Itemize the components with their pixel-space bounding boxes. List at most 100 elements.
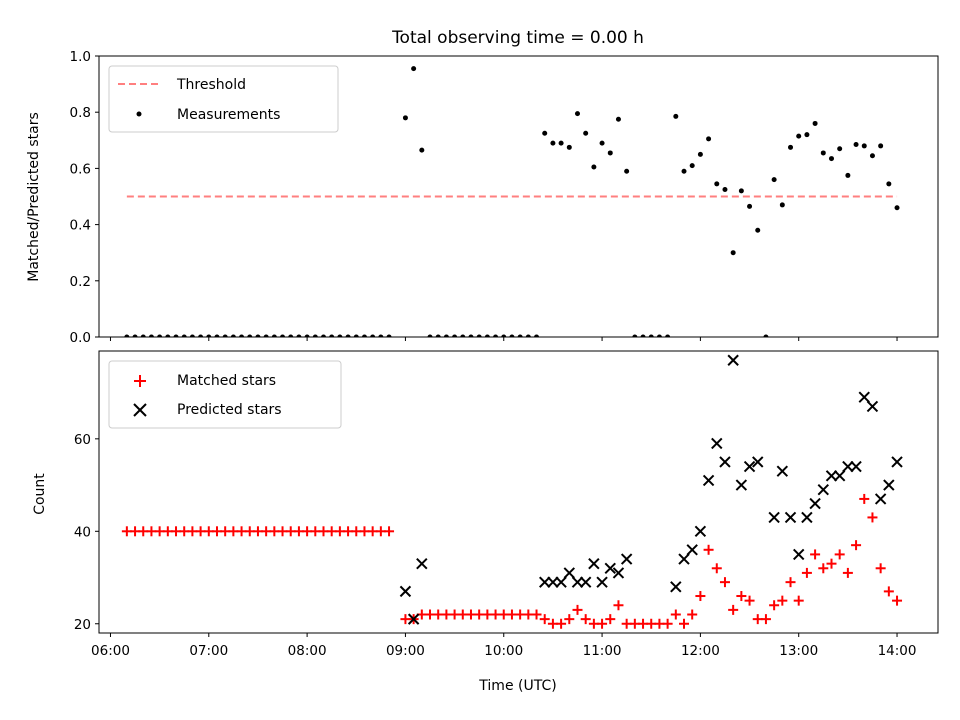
measurement-point: [206, 334, 212, 337]
matched-point: [859, 493, 870, 504]
measurement-point: [869, 153, 875, 159]
measurement-point: [280, 334, 286, 337]
y-tick-label: 40: [74, 524, 91, 540]
measurement-point: [632, 334, 638, 337]
measurement-point: [853, 142, 859, 148]
measurement-point: [558, 140, 564, 146]
data-marks: [124, 66, 900, 337]
predicted-point: [702, 474, 715, 487]
measurement-point: [493, 334, 499, 337]
predicted-point: [719, 456, 731, 468]
predicted-point-b: [817, 483, 830, 496]
matched-point: [670, 609, 681, 620]
matched-point: [826, 558, 837, 569]
x-tick-label: 10:00: [484, 643, 523, 659]
predicted-point: [752, 456, 764, 468]
predicted-point-b: [702, 474, 715, 487]
predicted-point: [850, 460, 862, 473]
predicted-point: [612, 567, 625, 579]
predicted-point-b: [620, 553, 633, 565]
measurement-point: [460, 334, 466, 337]
measurement-point: [779, 202, 785, 208]
predicted-point-b: [670, 581, 682, 593]
measurements-legend-label: Measurements: [177, 107, 280, 123]
predicted-point-b: [735, 479, 748, 491]
measurement-point: [304, 334, 310, 337]
predicted-point: [711, 437, 723, 450]
predicted-point-b: [416, 557, 428, 570]
predicted-point-b: [547, 576, 559, 588]
measurement-point: [706, 136, 712, 142]
measurement-point: [730, 250, 736, 256]
measurement-point: [288, 334, 294, 337]
predicted-point: [842, 460, 854, 473]
predicted-point-b: [604, 562, 616, 574]
measurement-point: [812, 120, 818, 126]
matched-point: [842, 567, 853, 578]
measurement-point: [255, 334, 261, 337]
predicted-point-b: [588, 557, 600, 570]
y-tick-label: 1.0: [70, 49, 91, 65]
matched-point: [769, 600, 780, 611]
matched-point: [892, 595, 903, 606]
predicted-point: [776, 465, 789, 477]
matched-point: [883, 586, 894, 597]
predicted-point: [801, 511, 813, 524]
matched-point: [777, 595, 788, 606]
measurement-point: [452, 334, 458, 337]
measurement-point: [370, 334, 376, 337]
matched-point: [818, 563, 829, 574]
measurement-point: [574, 111, 580, 117]
x-axis-label: Time (UTC): [478, 678, 556, 694]
predicted-point: [686, 544, 698, 556]
measurement-point: [697, 151, 703, 157]
predicted-point: [571, 576, 584, 588]
predicted-point: [891, 456, 903, 468]
matched-point: [556, 618, 567, 629]
matched-point: [711, 563, 722, 574]
predicted-point-b: [563, 567, 576, 579]
predicted-point-b: [874, 493, 887, 505]
matched-point: [810, 549, 821, 560]
measurement-point: [353, 334, 359, 337]
predicted-point: [735, 479, 748, 491]
measurement-point: [722, 186, 728, 192]
chart-title: Total observing time = 0.00 h: [391, 28, 644, 48]
measurement-point: [427, 334, 433, 337]
predicted-point: [809, 497, 821, 510]
measurement-point: [804, 132, 810, 138]
predicted-point-b: [866, 400, 879, 413]
predicted-point: [727, 354, 739, 366]
measurement-point: [361, 334, 367, 337]
y-tick-label: 0.6: [70, 161, 91, 177]
measurement-point: [419, 147, 425, 153]
matched-point: [851, 540, 862, 551]
top-legend-box: [108, 65, 339, 133]
measurement-point: [484, 334, 490, 337]
bottom-plot-area: [121, 354, 903, 629]
measurement-point: [263, 334, 269, 337]
bottom-legend: Matched stars Predicted stars: [108, 360, 342, 429]
measurement-point: [271, 334, 277, 337]
predicted-point-b: [842, 460, 854, 473]
predicted-point-b: [711, 437, 723, 450]
predicted-point: [874, 493, 887, 505]
x-tick-label: 11:00: [583, 643, 622, 659]
predicted-point: [539, 576, 551, 588]
measurement-point: [214, 334, 220, 337]
predicted-point-b: [833, 470, 846, 482]
predicted-point-b: [743, 460, 756, 473]
measurement-point: [689, 163, 695, 169]
matched-point: [613, 600, 624, 611]
predicted-point: [866, 400, 879, 413]
predicted-point: [833, 470, 846, 482]
measurement-point: [673, 113, 679, 119]
matched-point: [580, 614, 591, 625]
y-tick-label: 20: [74, 617, 91, 633]
predicted-point-b: [793, 548, 805, 561]
predicted-point: [694, 525, 707, 538]
measurement-point: [828, 156, 834, 162]
measurement-point: [230, 334, 236, 337]
predicted-point: [817, 483, 830, 496]
predicted-point-b: [891, 456, 903, 468]
